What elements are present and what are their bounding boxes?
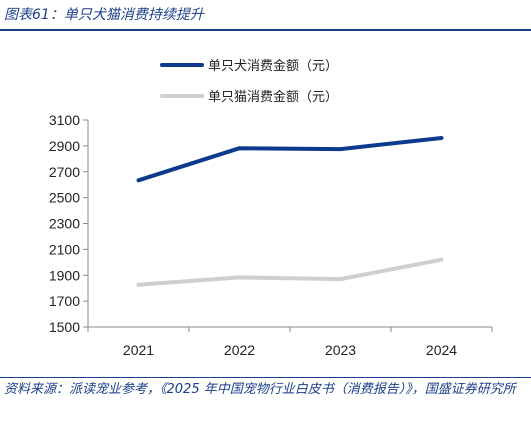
y-tick-label: 2700 — [49, 164, 80, 180]
x-tick-label: 2021 — [123, 342, 154, 358]
source-note: 资料来源：派读宠业参考，《2025 年中国宠物行业白皮书（消费报告）》，国盛证券… — [4, 382, 516, 397]
y-tick-label: 3100 — [49, 112, 80, 128]
y-tick-label: 2300 — [49, 216, 80, 232]
figure-title: 图表61：单只犬猫消费持续提升 — [4, 7, 204, 23]
y-tick-label: 2500 — [49, 190, 80, 206]
title-divider — [0, 29, 531, 31]
legend: 单只犬消费金额（元） 单只猫消费金额（元） — [160, 58, 338, 105]
y-tick-label: 1700 — [49, 293, 80, 309]
legend-label-dog: 单只犬消费金额（元） — [208, 58, 338, 74]
source-divider — [0, 377, 531, 378]
axes: 3100 2900 2700 2500 2300 2100 1900 1700 1500 2021… — [49, 112, 493, 358]
x-tick-label: 2023 — [325, 342, 356, 358]
series-lines — [136, 136, 444, 287]
y-tick-label: 2100 — [49, 241, 80, 257]
y-tick-label: 1500 — [49, 319, 80, 335]
series-line-cat — [136, 257, 444, 287]
x-tick-label: 2024 — [426, 342, 457, 358]
legend-label-cat: 单只猫消费金额（元） — [208, 89, 338, 105]
y-tick-label: 1900 — [49, 267, 80, 283]
series-line-dog — [136, 136, 444, 183]
x-tick-label: 2022 — [224, 342, 255, 358]
y-tick-label: 2900 — [49, 138, 80, 154]
